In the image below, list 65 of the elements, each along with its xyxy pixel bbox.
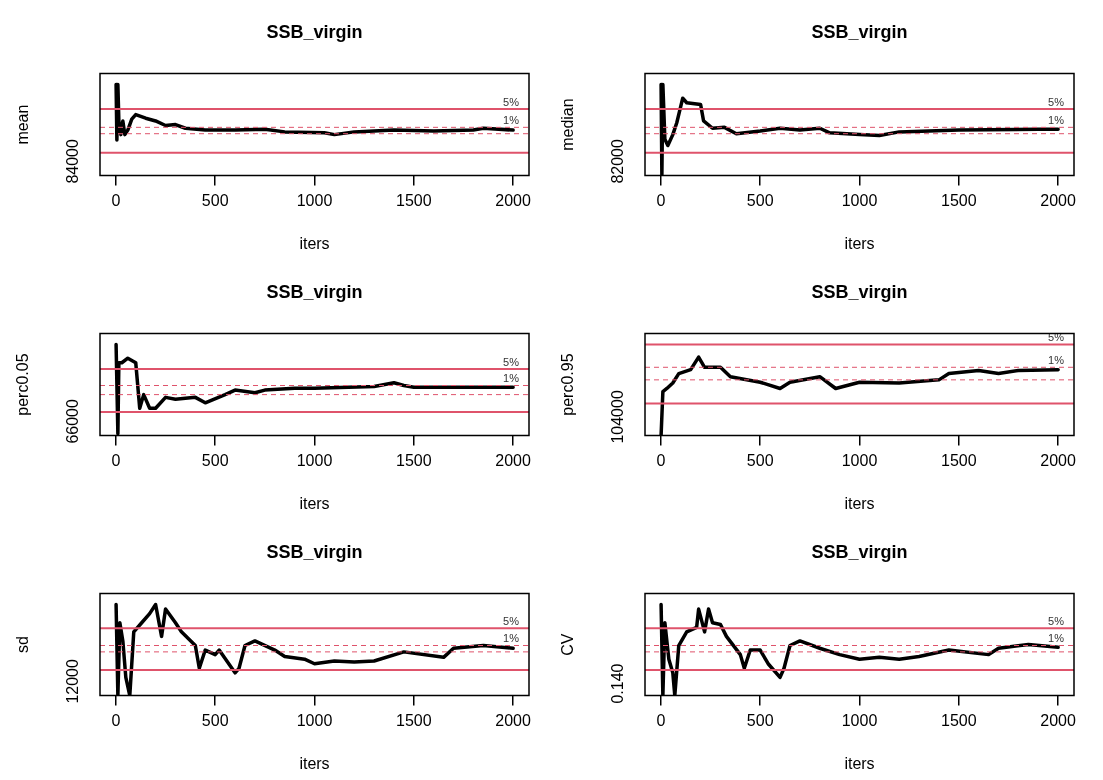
x-tick-label: 1000 — [841, 191, 878, 209]
x-axis-title: iters — [299, 234, 330, 252]
annotation: 1% — [1048, 353, 1065, 366]
annotation: 5% — [1048, 614, 1065, 627]
annotation: 1% — [1048, 113, 1065, 126]
x-tick-label: 1500 — [941, 711, 977, 729]
x-axis-title: iters — [299, 754, 330, 772]
chart-title: SSB_virgin — [266, 281, 363, 302]
x-tick-label: 2000 — [1040, 451, 1077, 469]
x-tick-label: 0 — [656, 451, 666, 469]
text: 12000 — [64, 659, 82, 704]
y-axis-title: perc0.95 — [559, 353, 577, 416]
x-tick-label: 500 — [746, 451, 774, 469]
annotation: 1% — [503, 113, 520, 126]
x-tick-label: 1000 — [841, 451, 878, 469]
annotation: 5% — [1048, 95, 1065, 108]
y-axis-title: perc0.05 — [14, 353, 32, 416]
text: 0.140 — [609, 663, 627, 704]
annotation: 5% — [503, 95, 520, 108]
y-axis-title: sd — [14, 636, 32, 654]
x-tick-label: 2000 — [1040, 711, 1077, 729]
x-axis-title: iters — [844, 494, 875, 512]
chart-title: SSB_virgin — [811, 21, 908, 42]
x-tick-label: 2000 — [1040, 191, 1077, 209]
x-tick-label: 0 — [656, 711, 666, 729]
x-tick-label: 1000 — [296, 451, 333, 469]
x-tick-label: 0 — [656, 191, 666, 209]
x-axis-title: iters — [299, 494, 330, 512]
text: 66000 — [64, 399, 82, 444]
x-tick-label: 1500 — [396, 451, 432, 469]
text: 82000 — [609, 139, 627, 184]
annotation: 5% — [503, 355, 520, 368]
x-tick-label: 1000 — [296, 191, 333, 209]
x-tick-label: 0 — [111, 451, 121, 469]
x-tick-label: 2000 — [495, 191, 532, 209]
x-tick-label: 500 — [201, 191, 229, 209]
x-tick-label: 1500 — [396, 191, 432, 209]
chart-title: SSB_virgin — [266, 541, 363, 562]
chart-title: SSB_virgin — [266, 21, 363, 42]
annotation: 1% — [503, 372, 520, 385]
x-tick-label: 500 — [201, 711, 229, 729]
text: 84000 — [64, 139, 82, 184]
annotation: 5% — [503, 614, 520, 627]
x-axis-title: iters — [844, 754, 875, 772]
x-tick-label: 500 — [201, 451, 229, 469]
annotation: 1% — [503, 632, 520, 645]
x-tick-label: 1500 — [941, 451, 977, 469]
annotation: 1% — [1048, 632, 1065, 645]
y-axis-title: median — [559, 98, 577, 151]
x-axis-title: iters — [844, 234, 875, 252]
x-tick-label: 2000 — [495, 711, 532, 729]
x-tick-label: 1500 — [396, 711, 432, 729]
y-axis-title: CV — [559, 633, 577, 656]
x-tick-label: 0 — [111, 191, 121, 209]
text: 104000 — [609, 390, 627, 444]
x-tick-label: 1500 — [941, 191, 977, 209]
x-tick-label: 1000 — [296, 711, 333, 729]
chart-title: SSB_virgin — [811, 281, 908, 302]
x-tick-label: 1000 — [841, 711, 878, 729]
x-tick-label: 2000 — [495, 451, 532, 469]
y-axis-title: mean — [14, 104, 32, 145]
chart-title: SSB_virgin — [811, 541, 908, 562]
x-tick-label: 500 — [746, 191, 774, 209]
x-tick-label: 0 — [111, 711, 121, 729]
x-tick-label: 500 — [746, 711, 774, 729]
